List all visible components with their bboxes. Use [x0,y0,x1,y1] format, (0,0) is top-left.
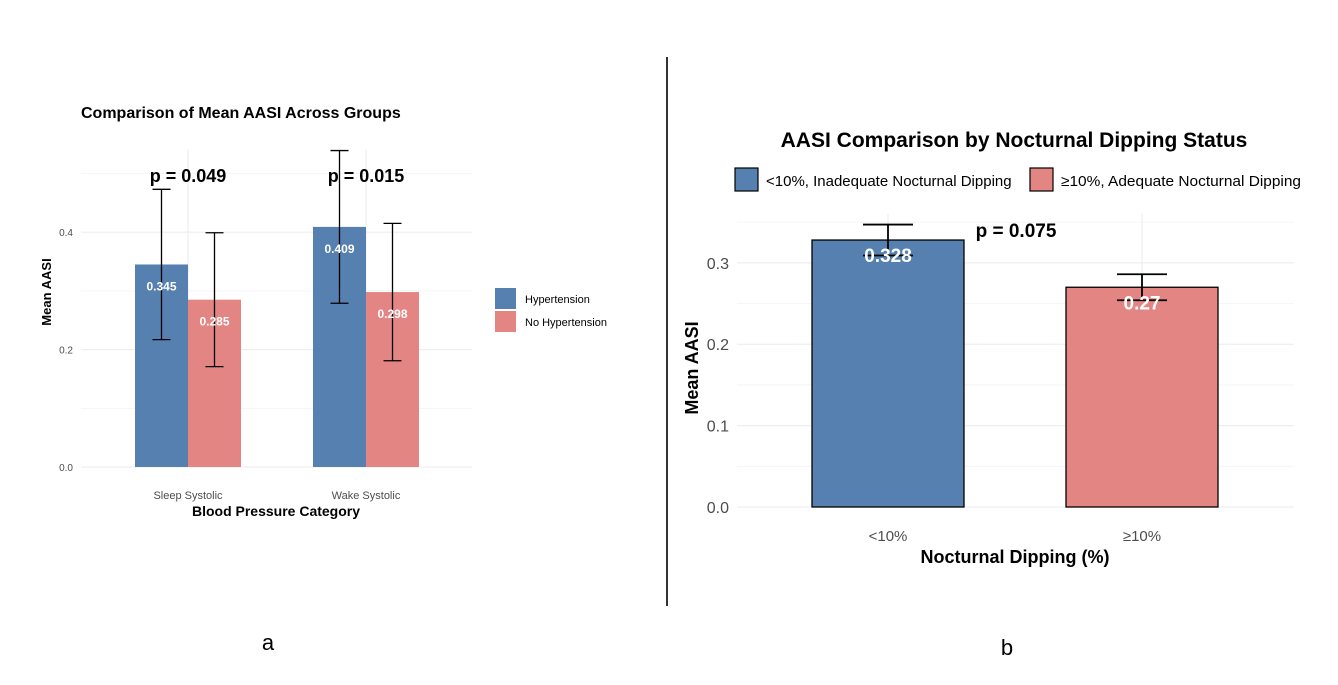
panel-label-b: b [1001,635,1013,660]
panel-b-y-ticks: 0.0 0.1 0.2 0.3 [707,256,729,517]
legend-label-no-hypertension: No Hypertension [525,317,607,329]
panel-a-y-axis-label: Mean AASI [39,258,54,325]
panel-a-chart: Comparison of Mean AASI Across Groups 0.… [39,105,607,655]
panel-a-bar-value-label: 0.409 [324,242,354,256]
panel-b-y-tick-label: 0.0 [707,500,729,517]
panel-b-error-bars [863,223,1167,302]
legend-label-inadequate-dipping: <10%, Inadequate Nocturnal Dipping [766,173,1012,190]
panel-a-x-ticks: Sleep Systolic Wake Systolic [153,490,400,502]
legend-swatch-no-hypertension [495,311,516,332]
panel-b-chart: AASI Comparison by Nocturnal Dipping Sta… [682,129,1301,660]
panel-b-y-tick-label: 0.3 [707,256,729,273]
panel-a-bar-value-label: 0.298 [377,307,407,321]
legend-label-adequate-dipping: ≥10%, Adequate Nocturnal Dipping [1061,173,1301,190]
panel-b-bar-value-label: 0.27 [1124,293,1161,314]
panel-a-x-axis-label: Blood Pressure Category [192,503,360,519]
panel-a-bars [135,226,419,467]
panel-b-y-tick-label: 0.1 [707,419,729,436]
panel-a-y-ticks: 0.0 0.2 0.4 [59,228,73,474]
legend-swatch-inadequate-dipping [734,167,759,192]
panel-b-pvalue: p = 0.075 [976,221,1057,242]
panel-b-x-ticks: <10% ≥10% [869,528,1162,545]
panel-b-x-tick-label: <10% [869,528,908,545]
panel-b-title: AASI Comparison by Nocturnal Dipping Sta… [781,129,1248,152]
panel-b-bar [811,239,965,508]
panel-b-bar-value-label: 0.328 [864,246,912,267]
panel-b-legend: <10%, Inadequate Nocturnal Dipping ≥10%,… [734,167,1301,192]
panel-b-value-labels: 0.328 0.27 [864,246,1160,314]
panel-a-value-labels: 0.345 0.409 0.285 0.298 [146,242,407,329]
panel-a-y-tick-label: 0.0 [59,463,73,474]
panel-b-y-tick-label: 0.2 [707,337,729,354]
legend-swatch-hypertension [495,288,516,309]
panel-a-pvalue-sleep: p = 0.049 [150,166,227,186]
panel-a-y-tick-label: 0.4 [59,228,73,239]
panel-b-bars [811,239,1219,508]
panel-a-x-tick-label: Wake Systolic [332,490,401,502]
panel-a-legend: Hypertension No Hypertension [495,288,607,332]
panel-a-bar-value-label: 0.345 [146,279,176,293]
panel-a-error-bars [152,149,402,368]
panel-a-pvalue-wake: p = 0.015 [328,166,405,186]
panel-b-x-tick-label: ≥10% [1123,528,1161,545]
legend-swatch-adequate-dipping [1029,167,1054,192]
panel-a-title: Comparison of Mean AASI Across Groups [81,105,401,122]
panel-b-y-axis-label: Mean AASI [682,321,702,414]
panel-a-x-tick-label: Sleep Systolic [153,490,223,502]
panel-label-a: a [262,630,275,655]
panel-b-x-axis-label: Nocturnal Dipping (%) [921,547,1110,567]
legend-label-hypertension: Hypertension [525,294,590,306]
panel-b-bar [1065,286,1219,508]
panel-a-y-tick-label: 0.2 [59,346,73,357]
panel-a-bar-value-label: 0.285 [199,315,229,329]
